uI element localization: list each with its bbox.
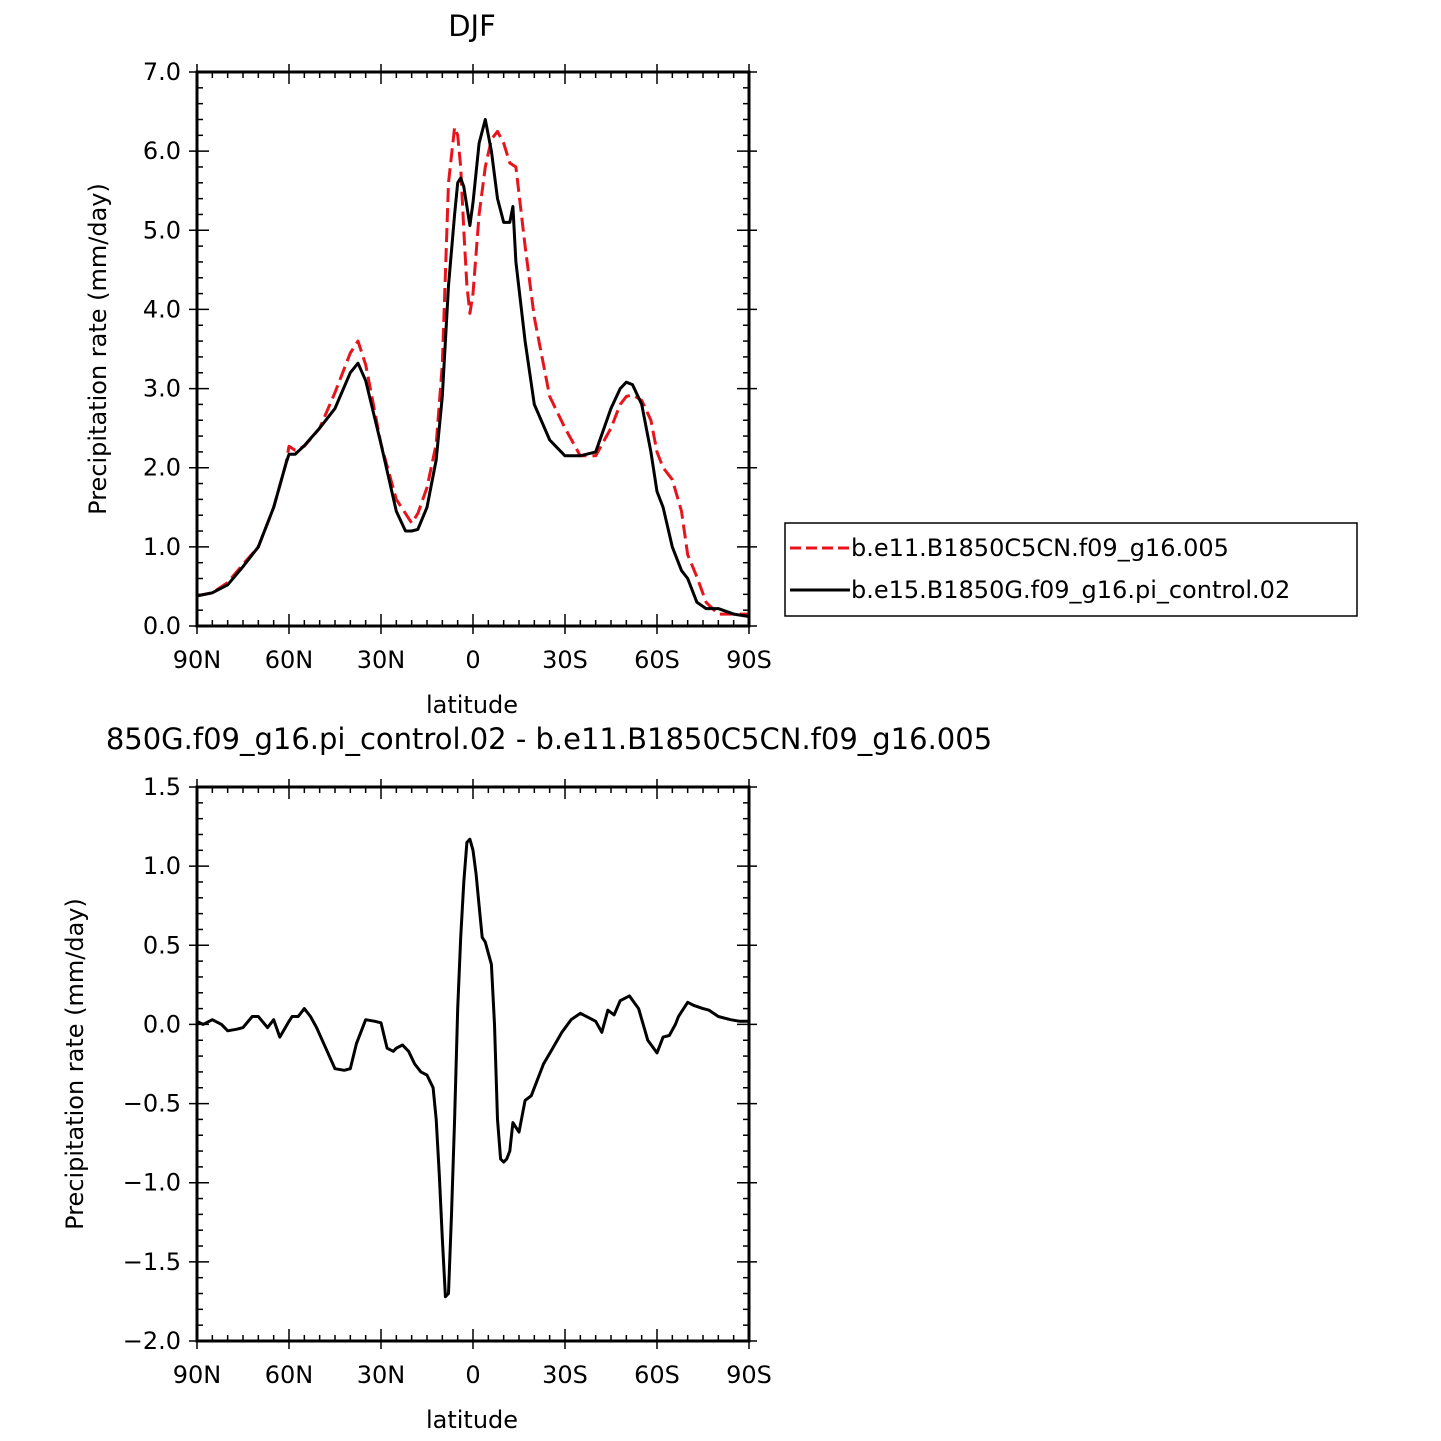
bottom-panel: 850G.f09_g16.pi_control.02 - b.e11.B1850…	[61, 722, 992, 1434]
top-y-tick-label: 2.0	[143, 454, 181, 482]
top-x-tick-label: 90S	[726, 646, 772, 674]
top-panel-y-axis-title: Precipitation rate (mm/day)	[84, 183, 112, 515]
top-x-tick-label: 90N	[173, 646, 222, 674]
top-series-line-2	[196, 118, 750, 618]
bottom-x-tick-label: 90S	[726, 1361, 772, 1389]
bottom-y-tick-label: −1.5	[123, 1248, 181, 1276]
bottom-x-tick-label: 60S	[634, 1361, 680, 1389]
top-panel: DJF latitude Precipitation rate (mm/day)…	[84, 9, 772, 719]
top-x-tick-label: 0	[465, 646, 480, 674]
top-x-tick-label: 60N	[265, 646, 314, 674]
top-panel-title: DJF	[448, 9, 496, 43]
top-x-tick-label: 60S	[634, 646, 680, 674]
top-x-tick-label: 30S	[542, 646, 588, 674]
top-y-tick-label: 1.0	[143, 533, 181, 561]
bottom-x-tick-label: 60N	[265, 1361, 314, 1389]
bottom-y-tick-label: −0.5	[123, 1090, 181, 1118]
legend-label-series-2: b.e15.B1850G.f09_g16.pi_control.02	[851, 576, 1290, 604]
top-y-tick-label: 4.0	[143, 295, 181, 323]
top-x-tick-label: 30N	[357, 646, 406, 674]
bottom-x-tick-label: 0	[465, 1361, 480, 1389]
top-y-tick-label: 0.0	[143, 612, 181, 640]
top-y-tick-label: 5.0	[143, 216, 181, 244]
bottom-y-tick-label: −2.0	[123, 1327, 181, 1355]
top-y-tick-label: 6.0	[143, 137, 181, 165]
bottom-y-tick-label: 0.5	[143, 931, 181, 959]
bottom-panel-y-axis-title: Precipitation rate (mm/day)	[61, 898, 89, 1230]
bottom-x-tick-label: 30S	[542, 1361, 588, 1389]
bottom-plot-frame	[195, 785, 751, 1343]
top-y-tick-label: 7.0	[143, 58, 181, 86]
legend-box	[784, 522, 1358, 617]
top-plot-frame	[195, 70, 751, 628]
bottom-x-tick-label: 90N	[173, 1361, 222, 1389]
bottom-series-line-1	[196, 837, 749, 1299]
bottom-x-tick-label: 30N	[357, 1361, 406, 1389]
bottom-y-tick-label: 1.0	[143, 852, 181, 880]
bottom-y-tick-label: −1.0	[123, 1169, 181, 1197]
bottom-y-tick-label: 1.5	[143, 773, 181, 801]
top-series-line-1	[196, 125, 749, 616]
bottom-panel-x-axis-title: latitude	[426, 1406, 518, 1434]
legend: b.e11.B1850C5CN.f09_g16.005 b.e15.B1850G…	[784, 522, 1358, 617]
legend-label-series-1: b.e11.B1850C5CN.f09_g16.005	[851, 534, 1229, 562]
top-panel-x-axis-title: latitude	[426, 691, 518, 719]
bottom-panel-title: 850G.f09_g16.pi_control.02 - b.e11.B1850…	[106, 722, 992, 756]
bottom-y-tick-label: 0.0	[143, 1010, 181, 1038]
top-y-tick-label: 3.0	[143, 375, 181, 403]
